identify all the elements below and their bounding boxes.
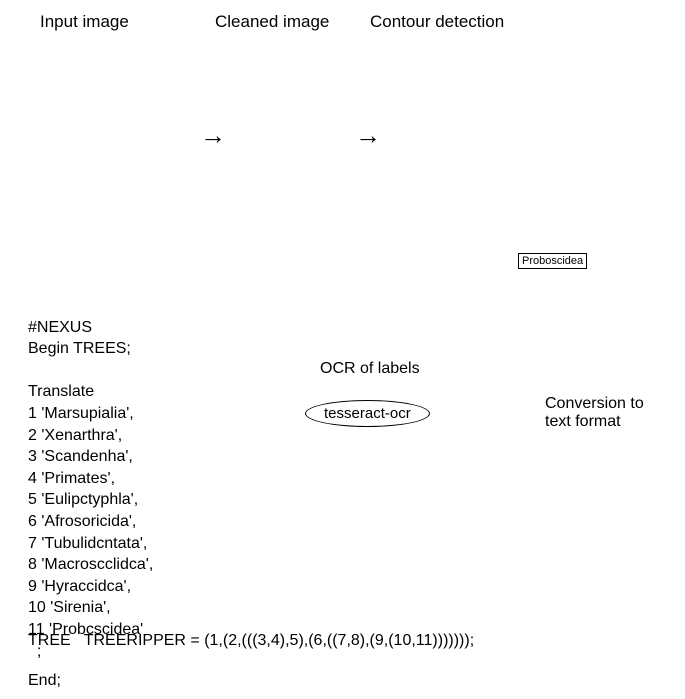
flow-arrows-svg — [0, 0, 685, 699]
diagram-container: { "titles": { "input": "Input image", "c… — [0, 0, 685, 699]
